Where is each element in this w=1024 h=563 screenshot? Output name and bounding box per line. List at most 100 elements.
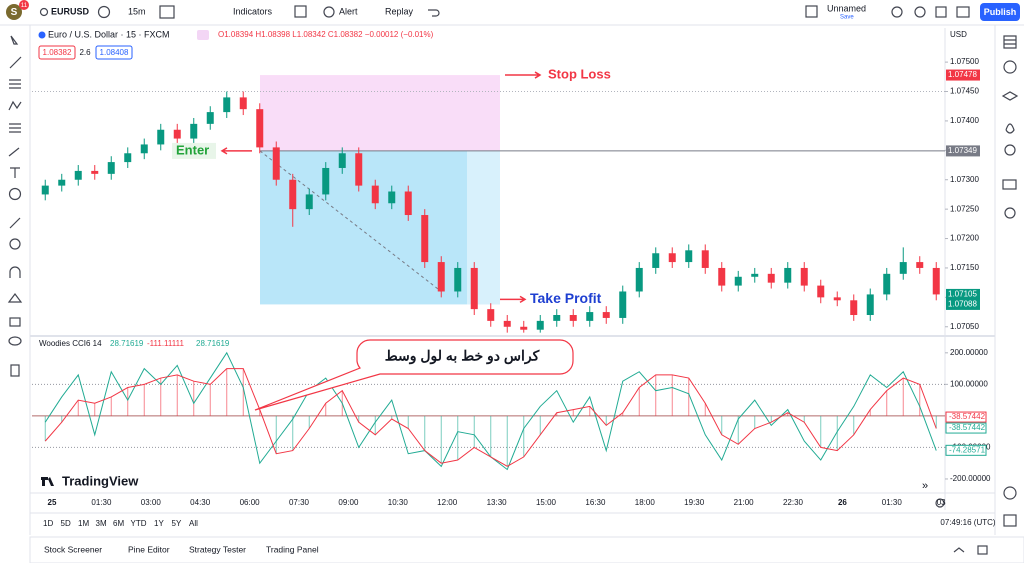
stop-arrow [505, 71, 542, 79]
lock-tool[interactable] [9, 317, 21, 327]
compare-button[interactable] [97, 5, 111, 19]
zoom-tool[interactable] [9, 238, 21, 250]
candle-body [850, 300, 858, 316]
dom-button[interactable] [1003, 486, 1017, 500]
projection-tool[interactable] [9, 123, 21, 133]
badge-count: 11 [21, 3, 28, 9]
panel-tab[interactable]: Pine Editor [128, 544, 170, 554]
range-button[interactable]: 3M [96, 519, 107, 528]
price-label-bg [946, 288, 980, 300]
time-label: 13:30 [487, 498, 508, 507]
fib-tool[interactable] [9, 79, 21, 89]
ohlc-values: O1.08394 H1.08398 L1.08342 C1.08382 −0.0… [218, 30, 434, 39]
price-tick-label: 1.07400 [950, 116, 979, 125]
bid-price: 1.08382 [43, 48, 72, 57]
avatar[interactable] [6, 4, 22, 20]
range-button[interactable]: 5D [61, 519, 71, 528]
settings-icon[interactable] [891, 6, 903, 18]
time-label: 01:30 [882, 498, 903, 507]
panel-tab[interactable]: Stock Screener [44, 544, 102, 554]
settings-icon[interactable] [914, 6, 926, 18]
cursor-tool[interactable] [10, 35, 19, 45]
cci-label: -38.57442 [949, 423, 986, 432]
hotlists-button[interactable] [1005, 123, 1015, 134]
candle-body [668, 253, 676, 263]
layout-name[interactable]: Unnamed [827, 3, 866, 13]
candle-body [388, 191, 396, 204]
undo-button[interactable] [428, 9, 440, 17]
layouts-button[interactable] [294, 5, 307, 18]
visibility-tool[interactable] [8, 336, 22, 346]
enter-label: Enter [176, 142, 209, 157]
candle-body [190, 123, 198, 139]
candle-body [338, 153, 346, 168]
price-label: 1.07088 [948, 300, 977, 309]
fullscreen-icon[interactable] [935, 6, 947, 18]
range-button[interactable]: 1Y [154, 519, 164, 528]
stop-loss-label: Stop Loss [548, 66, 611, 81]
alert-button[interactable]: Alert [339, 6, 358, 16]
brush-tool[interactable] [8, 147, 20, 157]
buy-box[interactable] [95, 45, 133, 60]
icon-tool[interactable] [8, 187, 22, 201]
range-button[interactable]: 1D [43, 519, 53, 528]
watchlist-button[interactable] [1003, 35, 1017, 49]
ideas-button[interactable] [1004, 144, 1016, 156]
streams-button[interactable] [1004, 207, 1016, 219]
candle-body [272, 147, 280, 180]
calendar-button[interactable] [1003, 514, 1017, 527]
time-settings[interactable] [935, 498, 945, 508]
chart-type-button[interactable] [159, 5, 175, 19]
screenshot-icon[interactable] [956, 6, 970, 18]
time-label: 03 [937, 498, 946, 507]
panel-collapse[interactable] [953, 547, 965, 553]
range-button[interactable]: 1M [78, 519, 89, 528]
range-button[interactable]: All [189, 519, 198, 528]
currency[interactable]: USD [950, 30, 967, 39]
data-window-button[interactable] [1001, 91, 1019, 101]
panel-tab[interactable]: Strategy Tester [189, 544, 246, 554]
candle-body [586, 312, 594, 321]
time-label: 19:30 [684, 498, 705, 507]
enter-arrow [220, 147, 252, 155]
chat-button[interactable] [1002, 179, 1017, 190]
candle-body [602, 312, 610, 318]
pattern-tool[interactable] [8, 100, 22, 111]
panel-tab[interactable]: Trading Panel [266, 544, 319, 554]
replay-button[interactable]: Replay [385, 6, 414, 16]
interval-button[interactable]: 15m [128, 6, 146, 16]
symbol-button[interactable]: EURUSD [51, 6, 90, 16]
ruler-tool[interactable] [9, 217, 21, 229]
cci-label-bg [945, 422, 987, 434]
indicator-value: 28.71619 [196, 339, 230, 348]
alerts-button[interactable] [1003, 60, 1017, 74]
range-button[interactable]: 5Y [172, 519, 182, 528]
range-button[interactable]: 6M [113, 519, 124, 528]
candle-body [256, 109, 264, 148]
indicator-toggle[interactable] [197, 30, 209, 40]
remove-tool[interactable] [10, 364, 20, 377]
save-label[interactable]: Save [840, 15, 854, 21]
candle-body [437, 262, 445, 292]
lock-drawings-tool[interactable] [7, 293, 23, 303]
publish-button[interactable] [980, 3, 1020, 21]
layout-icon[interactable] [805, 5, 818, 18]
sell-box[interactable] [38, 45, 76, 60]
scroll-button[interactable]: » [922, 480, 928, 492]
trend-line-tool[interactable] [9, 56, 22, 69]
candle-body [833, 297, 841, 301]
text-tool[interactable] [10, 167, 20, 178]
candle-body [41, 185, 49, 195]
range-button[interactable]: YTD [131, 519, 147, 528]
enter-bg [172, 142, 216, 159]
clock: 07:49:16 (UTC) [940, 518, 995, 527]
candle-body [751, 273, 759, 277]
cci-label: -74.28571 [949, 445, 986, 454]
panel-maximize[interactable] [977, 545, 988, 555]
indicators-button[interactable]: Indicators [233, 6, 273, 16]
magnet-tool[interactable] [9, 266, 21, 278]
alert-icon[interactable] [323, 6, 335, 18]
search-icon[interactable] [39, 7, 49, 17]
